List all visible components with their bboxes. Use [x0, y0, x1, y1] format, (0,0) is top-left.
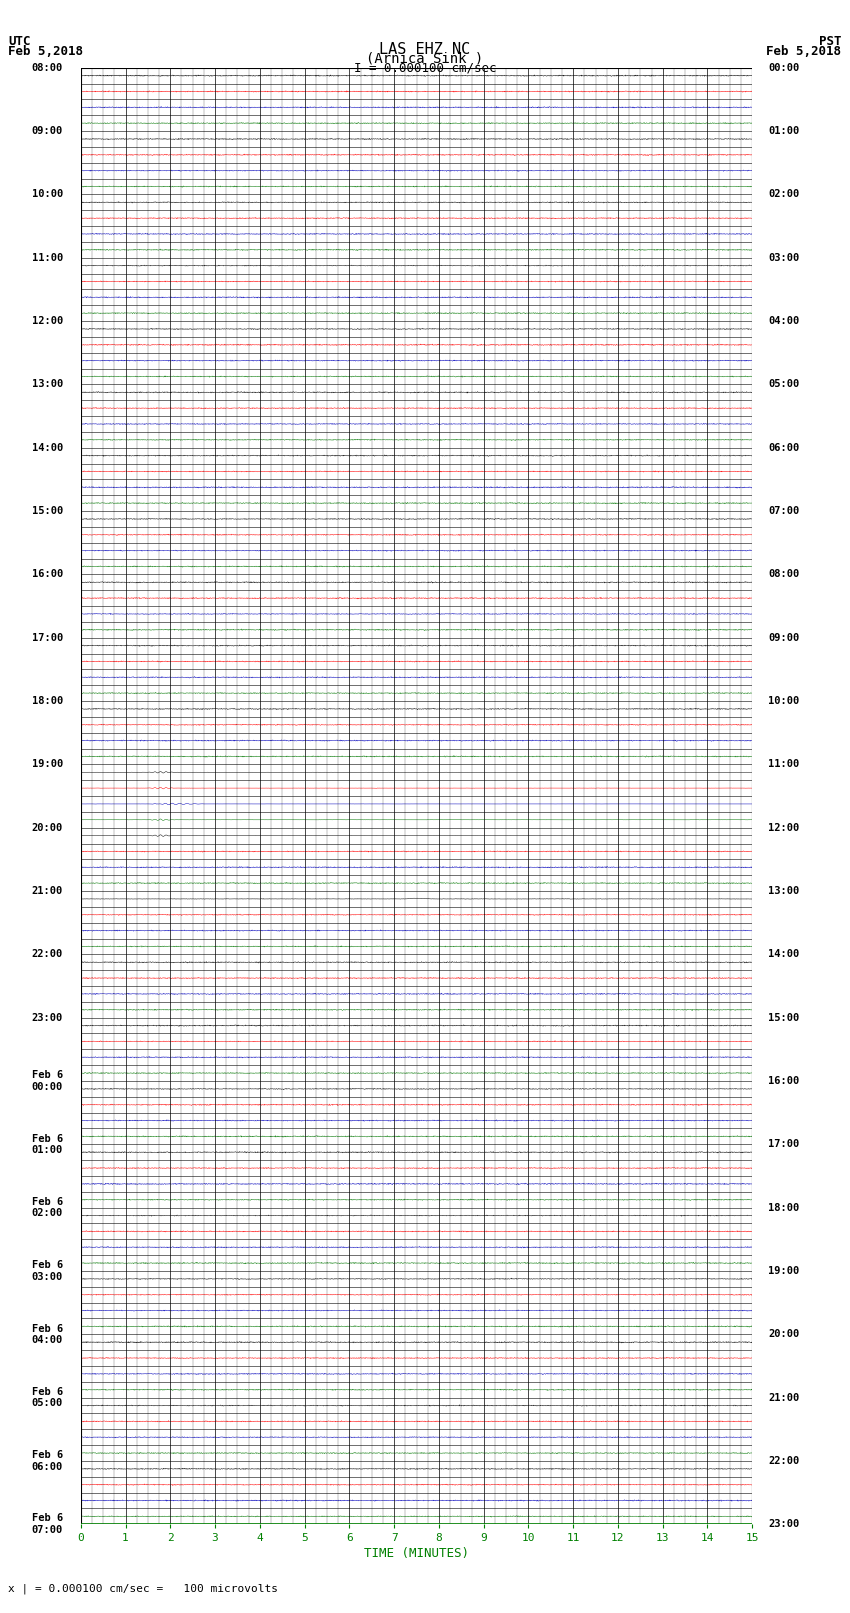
Text: LAS EHZ NC: LAS EHZ NC	[379, 42, 471, 56]
Text: 15:00: 15:00	[768, 1013, 799, 1023]
Text: 20:00: 20:00	[31, 823, 63, 832]
Text: I = 0.000100 cm/sec: I = 0.000100 cm/sec	[354, 61, 496, 74]
Text: 14:00: 14:00	[31, 442, 63, 453]
Text: 22:00: 22:00	[31, 950, 63, 960]
Text: 13:00: 13:00	[768, 886, 799, 895]
Text: 09:00: 09:00	[31, 126, 63, 135]
Text: Feb 5,2018: Feb 5,2018	[767, 45, 842, 58]
Text: 09:00: 09:00	[768, 632, 799, 642]
Text: 01:00: 01:00	[768, 126, 799, 135]
Text: 12:00: 12:00	[768, 823, 799, 832]
Text: 17:00: 17:00	[768, 1139, 799, 1150]
Text: 23:00: 23:00	[31, 1013, 63, 1023]
Text: 23:00: 23:00	[768, 1519, 799, 1529]
Text: Feb 6
04:00: Feb 6 04:00	[31, 1324, 63, 1345]
Text: 10:00: 10:00	[768, 697, 799, 706]
Text: x | = 0.000100 cm/sec =   100 microvolts: x | = 0.000100 cm/sec = 100 microvolts	[8, 1582, 279, 1594]
Text: (Arnica Sink ): (Arnica Sink )	[366, 52, 484, 66]
Text: 03:00: 03:00	[768, 253, 799, 263]
Text: 04:00: 04:00	[768, 316, 799, 326]
Text: 05:00: 05:00	[768, 379, 799, 389]
Text: 00:00: 00:00	[768, 63, 799, 73]
Text: 07:00: 07:00	[768, 506, 799, 516]
Text: UTC: UTC	[8, 35, 31, 48]
Text: Feb 6
05:00: Feb 6 05:00	[31, 1387, 63, 1408]
Text: 16:00: 16:00	[768, 1076, 799, 1086]
Text: 21:00: 21:00	[768, 1392, 799, 1403]
Text: Feb 6
00:00: Feb 6 00:00	[31, 1069, 63, 1092]
X-axis label: TIME (MINUTES): TIME (MINUTES)	[364, 1547, 469, 1560]
Text: 13:00: 13:00	[31, 379, 63, 389]
Text: Feb 6
07:00: Feb 6 07:00	[31, 1513, 63, 1536]
Text: 18:00: 18:00	[31, 697, 63, 706]
Text: PST: PST	[819, 35, 842, 48]
Text: 12:00: 12:00	[31, 316, 63, 326]
Text: 14:00: 14:00	[768, 950, 799, 960]
Text: Feb 6
02:00: Feb 6 02:00	[31, 1197, 63, 1218]
Text: 19:00: 19:00	[768, 1266, 799, 1276]
Text: 16:00: 16:00	[31, 569, 63, 579]
Text: 08:00: 08:00	[768, 569, 799, 579]
Text: 21:00: 21:00	[31, 886, 63, 895]
Text: 15:00: 15:00	[31, 506, 63, 516]
Text: 08:00: 08:00	[31, 63, 63, 73]
Text: 18:00: 18:00	[768, 1203, 799, 1213]
Text: 11:00: 11:00	[768, 760, 799, 769]
Text: 10:00: 10:00	[31, 189, 63, 200]
Text: 20:00: 20:00	[768, 1329, 799, 1339]
Text: 11:00: 11:00	[31, 253, 63, 263]
Text: Feb 5,2018: Feb 5,2018	[8, 45, 83, 58]
Text: 17:00: 17:00	[31, 632, 63, 642]
Text: 22:00: 22:00	[768, 1457, 799, 1466]
Text: Feb 6
03:00: Feb 6 03:00	[31, 1260, 63, 1282]
Text: Feb 6
01:00: Feb 6 01:00	[31, 1134, 63, 1155]
Text: 02:00: 02:00	[768, 189, 799, 200]
Text: Feb 6
06:00: Feb 6 06:00	[31, 1450, 63, 1471]
Text: 06:00: 06:00	[768, 442, 799, 453]
Text: 19:00: 19:00	[31, 760, 63, 769]
